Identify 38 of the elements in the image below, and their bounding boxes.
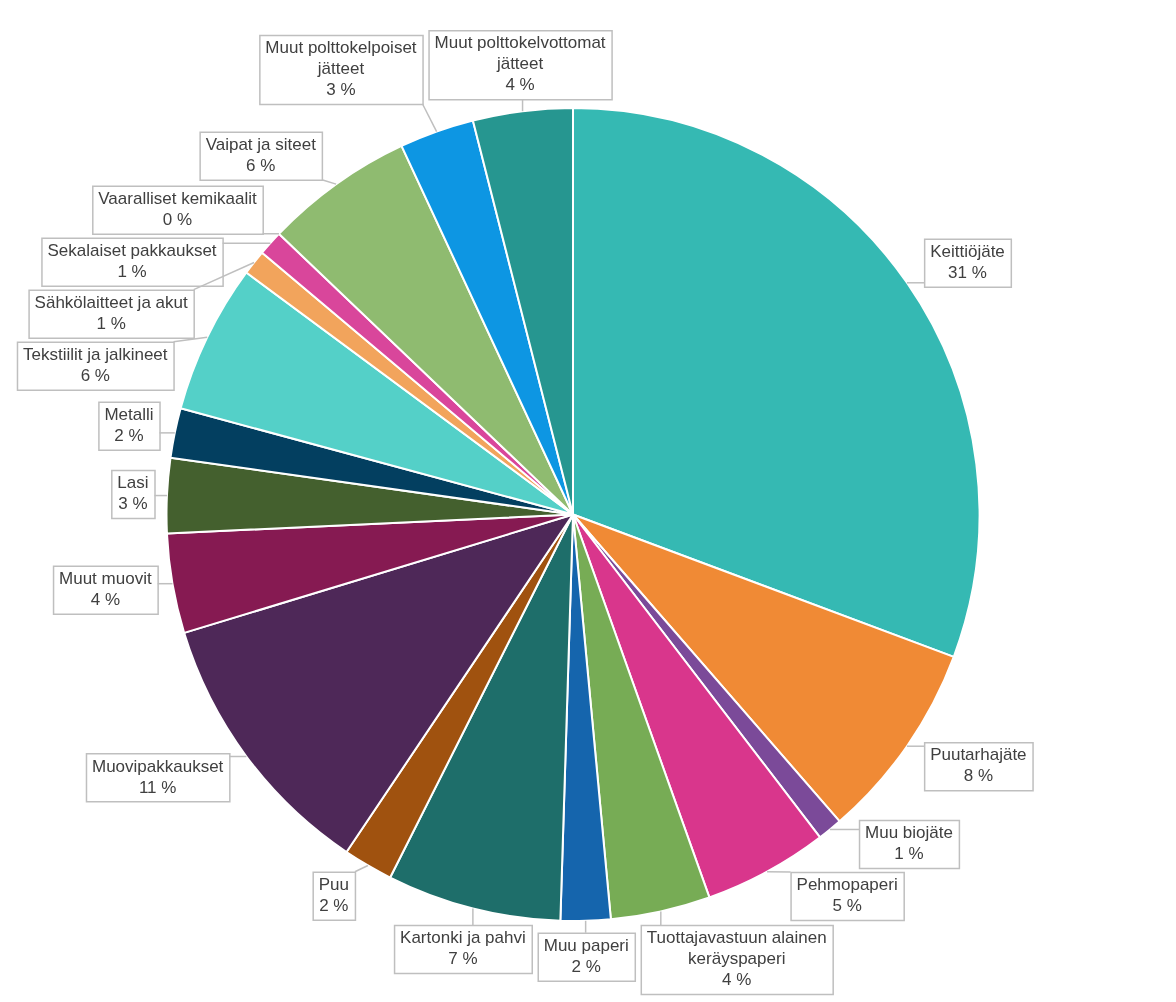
slice-label: Muovipakkaukset bbox=[92, 756, 224, 776]
data-label: 2 % bbox=[571, 956, 601, 976]
slice-label: Sekalaiset pakkaukset bbox=[47, 240, 217, 260]
slice-label: Pehmopaperi bbox=[796, 875, 898, 895]
slice-label: Keittiöjäte bbox=[930, 242, 1005, 262]
data-label: 2 % bbox=[319, 895, 349, 915]
slice-label: Muu paperi bbox=[543, 935, 629, 955]
data-label: 4 % bbox=[722, 970, 752, 990]
slice-label: Muut polttokelpoiset jätteet bbox=[265, 38, 417, 79]
data-label: 2 % bbox=[114, 426, 144, 446]
data-label: 31 % bbox=[948, 263, 987, 283]
data-label: 6 % bbox=[246, 155, 276, 175]
slice-label: Sähkölaitteet ja akut bbox=[34, 292, 188, 312]
slice-label: Puutarhajäte bbox=[930, 745, 1027, 765]
data-label: 4 % bbox=[90, 589, 120, 609]
data-label: 7 % bbox=[448, 949, 478, 969]
data-label: 11 % bbox=[138, 777, 177, 797]
slice-label: Puu bbox=[318, 874, 349, 894]
slice-label: Kartonki ja pahvi bbox=[400, 928, 526, 948]
data-label: 1 % bbox=[96, 313, 126, 333]
slice-label: Vaipat ja siteet bbox=[205, 134, 317, 154]
slice-label: Tekstiilit ja jalkineet bbox=[22, 344, 168, 364]
data-label: 8 % bbox=[963, 766, 993, 786]
slice-label: Lasi bbox=[117, 473, 149, 493]
slice-label: Muu biojäte bbox=[865, 823, 953, 843]
slice-label: Muut muovit bbox=[59, 568, 152, 588]
slice-label: Tuottajavastuun alainen keräyspaperi bbox=[646, 928, 827, 969]
data-label: 5 % bbox=[832, 896, 862, 916]
slice-label: Metalli bbox=[104, 405, 154, 425]
data-label: 3 % bbox=[118, 494, 148, 514]
data-label: 4 % bbox=[505, 75, 535, 95]
category-label: Vaaralliset kemikaalit bbox=[98, 188, 257, 208]
data-label: 6 % bbox=[80, 365, 110, 385]
data-label: 3 % bbox=[326, 80, 356, 100]
slice-label: Muut polttokelvottomat jätteet bbox=[434, 33, 606, 74]
text: 0 % bbox=[162, 209, 193, 229]
data-label: 1 % bbox=[894, 844, 924, 864]
data-label: 1 % bbox=[117, 261, 147, 281]
